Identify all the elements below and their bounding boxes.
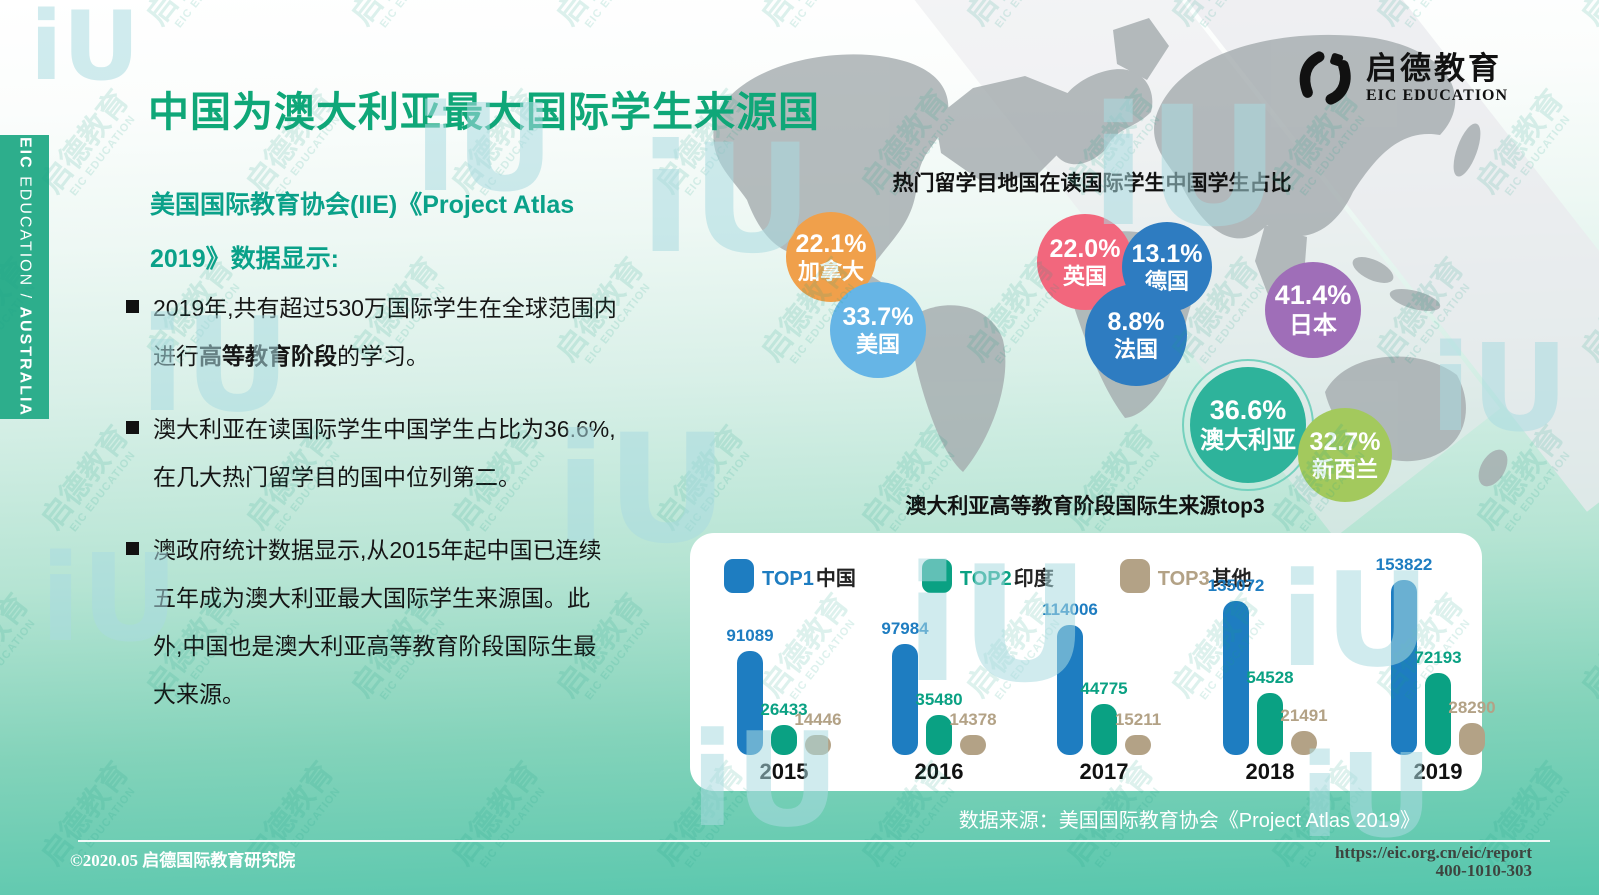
copyright-text: ©2020.05 启德国际教育研究院 — [70, 851, 296, 870]
bar-india: 72193 — [1414, 648, 1462, 755]
bullet-marker — [126, 421, 139, 434]
legend-item-top1-china: TOP1 中国 — [724, 559, 856, 593]
bubble-new-zealand: 32.7% 新西兰 — [1298, 408, 1392, 502]
bar-india: 54528 — [1246, 668, 1294, 755]
intro-text: 美国国际教育协会(IIE)《Project Atlas 2019》数据显示: — [150, 178, 574, 286]
bar-india: 35480 — [915, 690, 963, 755]
bar-others: 21491 — [1280, 706, 1328, 755]
sidebar-label: EIC EDUCATION / AUSTRALIA — [16, 137, 34, 417]
intro-line-2: 2019》数据显示: — [150, 245, 339, 273]
contact-block: https://eic.org.cn/eic/report 400-1010-3… — [1335, 844, 1532, 880]
eic-logo-icon — [1299, 51, 1351, 105]
bar-china: 153822 — [1376, 555, 1432, 755]
report-url: https://eic.org.cn/eic/report — [1334, 843, 1532, 862]
bullet-list: 2019年,共有超过530万国际学生在全球范围内进行高等教育阶段的学习。 澳大利… — [126, 284, 618, 743]
bar-others: 14446 — [794, 710, 842, 755]
legend-swatch-top3 — [1119, 559, 1150, 593]
bar-chart-plot: 91089 26433 14446 2015 97984 35480 14378… — [690, 533, 1496, 791]
legend-item-top2-india: TOP2 印度 — [921, 559, 1054, 593]
bubble-usa: 33.7% 美国 — [830, 282, 926, 378]
bar-others: 15211 — [1115, 710, 1161, 755]
legend-swatch-top2 — [921, 559, 952, 593]
bullet-marker — [126, 300, 139, 313]
bullet-marker — [126, 542, 139, 555]
legend-item-top3-others: TOP3 其他 — [1119, 559, 1252, 593]
phone-number: 400-1010-303 — [1435, 861, 1532, 880]
datasource-note: 数据来源：美国国际教育协会《Project Atlas 2019》 — [958, 810, 1420, 832]
intro-line-1: 美国国际教育协会(IIE)《Project Atlas — [150, 191, 575, 219]
brand-name-cn: 启德教育 — [1366, 51, 1502, 87]
bar-china: 91089 — [726, 626, 774, 755]
year-label: 2018 — [1245, 759, 1295, 784]
bar-china: 114006 — [1042, 600, 1098, 755]
bar-china: 97984 — [881, 619, 929, 755]
bar-chart-panel: TOP1 中国 TOP2 印度 TOP3 其他 91089 26433 14446 2… — [690, 533, 1496, 791]
bubble-japan: 41.4% 日本 — [1265, 262, 1361, 358]
year-label: 2019 — [1413, 759, 1463, 784]
bubble-france: 8.8% 法国 — [1085, 284, 1187, 386]
bar-chart-legend: TOP1 中国 TOP2 印度 TOP3 其他 — [724, 559, 1252, 593]
brand-logo: 启德教育 EIC EDUCATION — [1296, 48, 1508, 108]
year-label: 2015 — [759, 759, 809, 784]
bar-chart-title: 澳大利亚高等教育阶段国际生来源top3 — [905, 495, 1265, 518]
bullet-item-2: 澳大利亚在读国际学生中国学生占比为36.6%,在几大热门留学目的国中位列第二。 — [126, 405, 618, 501]
year-label: 2017 — [1079, 759, 1129, 784]
bullet-item-1: 2019年,共有超过530万国际学生在全球范围内进行高等教育阶段的学习。 — [126, 284, 618, 380]
sidebar-banner: EIC EDUCATION / AUSTRALIA — [0, 135, 49, 419]
bar-india: 26433 — [760, 700, 808, 755]
bar-china: 135072 — [1208, 576, 1264, 755]
page-title: 中国为澳大利亚最大国际学生来源国 — [148, 89, 820, 135]
bullet-item-3: 澳政府统计数据显示,从2015年起中国已连续五年成为澳大利亚最大国际学生来源国。… — [126, 526, 618, 718]
legend-swatch-top1 — [724, 559, 754, 593]
iu-mark-watermark: iU — [30, 0, 140, 102]
bar-others: 28290 — [1448, 698, 1496, 755]
bubble-australia: 36.6% 澳大利亚 — [1182, 359, 1314, 491]
brand-name-en: EIC EDUCATION — [1366, 86, 1509, 104]
footer-divider — [78, 840, 1550, 842]
year-label: 2016 — [914, 759, 964, 784]
bar-india: 44775 — [1080, 679, 1128, 755]
bubble-chart-title: 热门留学目地国在读国际学生中国学生占比 — [892, 172, 1292, 195]
bar-others: 14378 — [949, 710, 997, 755]
